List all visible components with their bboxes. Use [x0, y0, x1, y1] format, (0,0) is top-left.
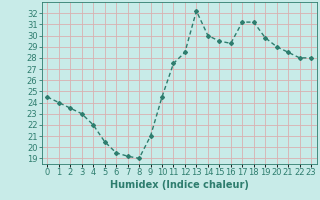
X-axis label: Humidex (Indice chaleur): Humidex (Indice chaleur) — [110, 180, 249, 190]
